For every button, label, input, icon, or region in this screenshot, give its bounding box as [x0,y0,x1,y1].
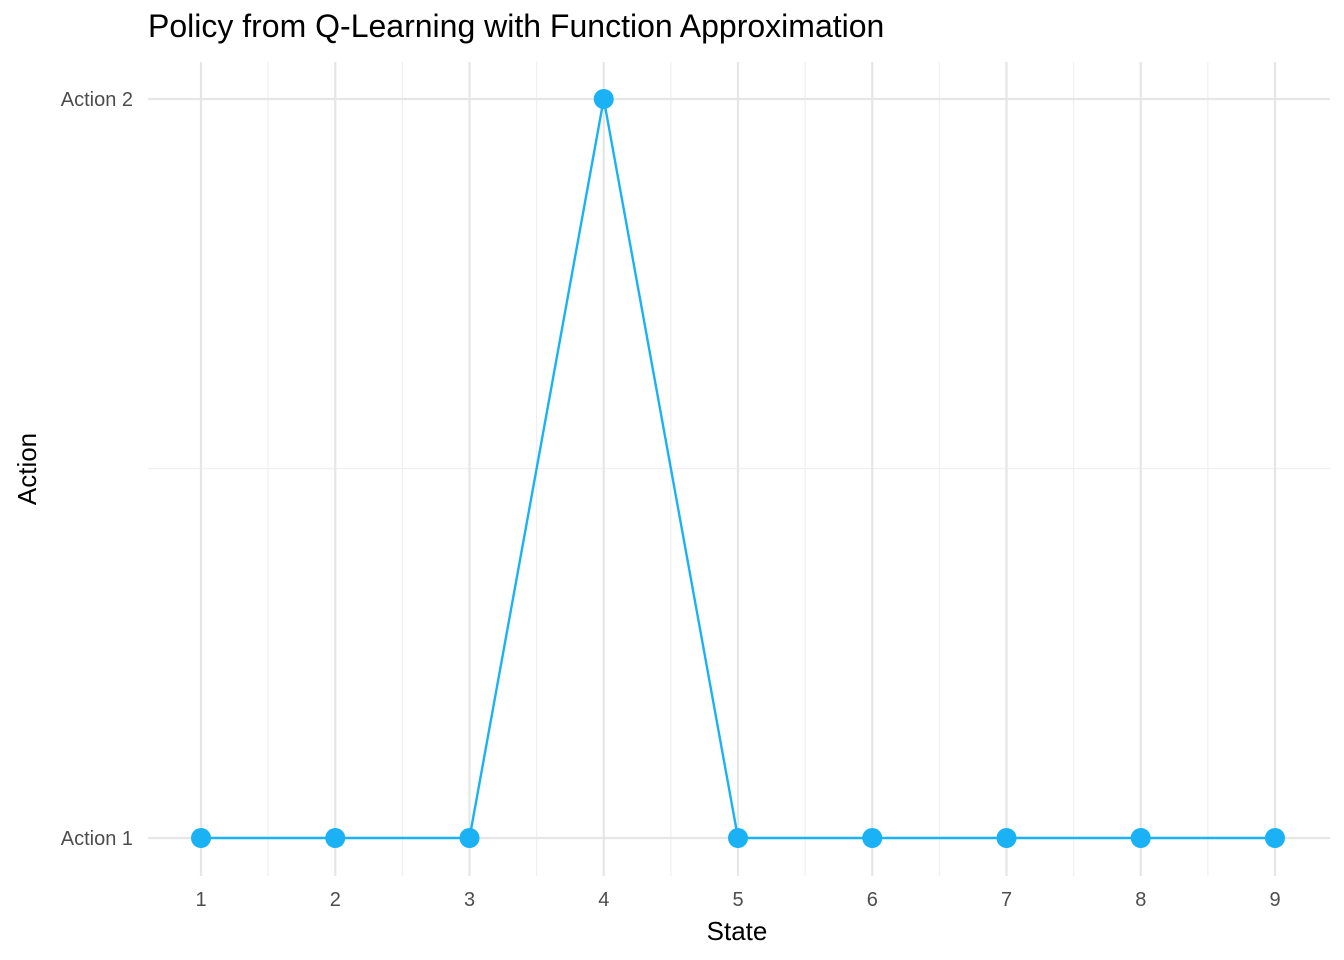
series-layer [191,89,1285,848]
x-tick-label: 6 [867,889,878,911]
y-axis-title: Action [12,433,42,505]
data-point [996,828,1017,848]
y-tick-label: Action 2 [61,89,133,111]
x-tick-label: 2 [330,889,341,911]
data-point [1130,828,1151,848]
x-tick-label: 9 [1269,889,1280,911]
chart-title: Policy from Q-Learning with Function App… [148,8,885,44]
data-point [728,828,748,848]
x-tick-label: 1 [195,889,206,911]
data-point [593,89,614,109]
data-point [325,828,346,848]
data-point [459,828,480,848]
y-tick-label: Action 1 [61,828,133,850]
x-tick-labels: 1 2 3 4 5 6 7 8 9 [195,889,1280,911]
x-tick-label: 4 [598,889,609,911]
x-tick-label: 5 [732,889,743,911]
x-axis-title: State [707,916,768,946]
x-tick-label: 8 [1135,889,1146,911]
y-tick-labels: Action 1 Action 2 [61,89,133,850]
data-point [191,828,211,848]
x-tick-label: 7 [1001,889,1012,911]
data-point [862,828,883,848]
data-point [1265,828,1285,848]
x-tick-label: 3 [464,889,475,911]
